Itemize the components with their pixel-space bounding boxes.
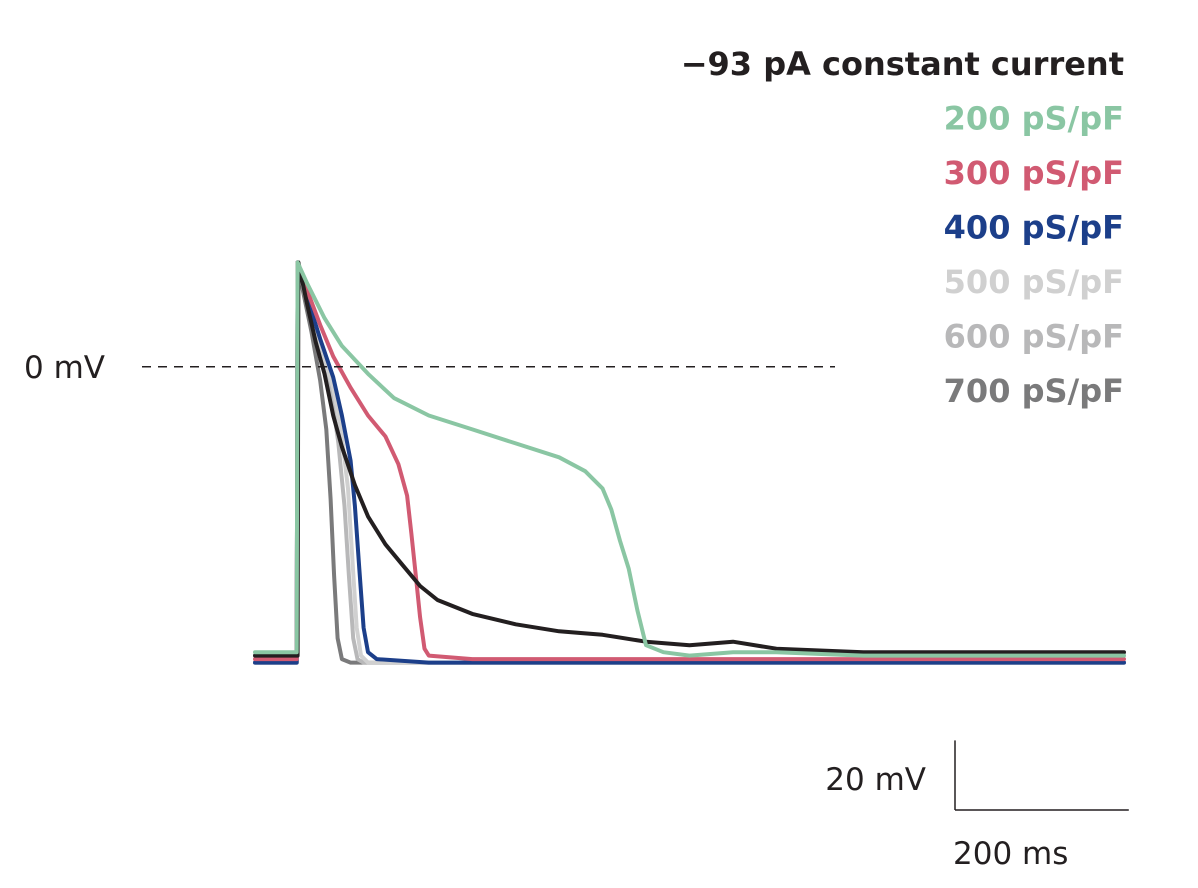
zero-reference-label: 0 mV (24, 350, 105, 386)
scale-bar-time-label: 200 ms (953, 836, 1068, 872)
legend-entry-2: 200 pS/pF (944, 100, 1124, 138)
trace-4 (253, 260, 1126, 665)
scale-bar: 20 mV 200 ms (825, 740, 1129, 872)
legend: −93 pA constant current 200 pS/pF 300 pS/p… (681, 45, 1124, 410)
trace-2 (253, 260, 1126, 658)
scale-bar-voltage-label: 20 mV (825, 762, 926, 798)
trace-1 (253, 260, 1126, 658)
trace-3 (253, 260, 1126, 662)
legend-entry-7: 700 pS/pF (944, 372, 1124, 410)
legend-entry-3: 300 pS/pF (944, 154, 1124, 192)
legend-entry-5: 500 pS/pF (944, 263, 1124, 301)
legend-entry-4: 400 pS/pF (944, 209, 1124, 247)
legend-entry-6: 600 pS/pF (944, 318, 1124, 356)
trace-group (253, 260, 1126, 665)
legend-entry-1: −93 pA constant current (681, 45, 1124, 83)
